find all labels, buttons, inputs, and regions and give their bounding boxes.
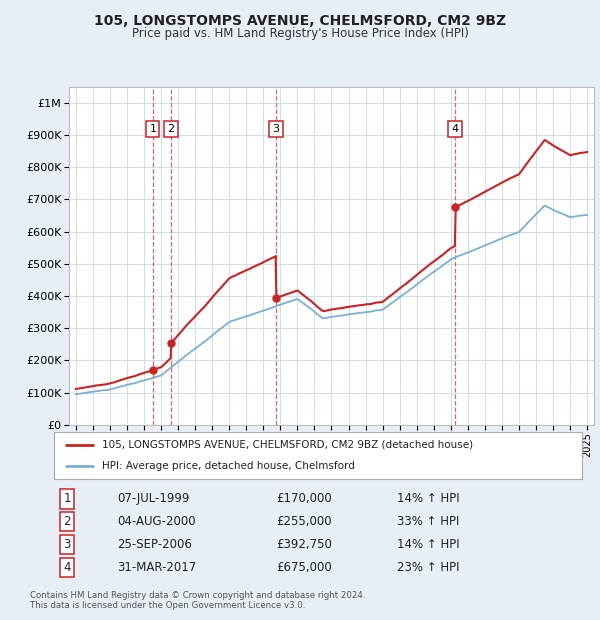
Text: 4: 4 bbox=[64, 561, 71, 574]
Text: £170,000: £170,000 bbox=[276, 492, 332, 505]
Text: 14% ↑ HPI: 14% ↑ HPI bbox=[397, 492, 460, 505]
Text: This data is licensed under the Open Government Licence v3.0.: This data is licensed under the Open Gov… bbox=[30, 601, 305, 611]
Text: 3: 3 bbox=[272, 123, 280, 134]
Text: £255,000: £255,000 bbox=[276, 515, 331, 528]
Text: 14% ↑ HPI: 14% ↑ HPI bbox=[397, 538, 460, 551]
Text: 1: 1 bbox=[149, 123, 157, 134]
Text: Contains HM Land Registry data © Crown copyright and database right 2024.: Contains HM Land Registry data © Crown c… bbox=[30, 591, 365, 601]
Text: 2: 2 bbox=[64, 515, 71, 528]
Text: HPI: Average price, detached house, Chelmsford: HPI: Average price, detached house, Chel… bbox=[101, 461, 355, 471]
Text: 25-SEP-2006: 25-SEP-2006 bbox=[118, 538, 192, 551]
Text: 105, LONGSTOMPS AVENUE, CHELMSFORD, CM2 9BZ (detached house): 105, LONGSTOMPS AVENUE, CHELMSFORD, CM2 … bbox=[101, 440, 473, 450]
Text: 31-MAR-2017: 31-MAR-2017 bbox=[118, 561, 197, 574]
Text: 105, LONGSTOMPS AVENUE, CHELMSFORD, CM2 9BZ: 105, LONGSTOMPS AVENUE, CHELMSFORD, CM2 … bbox=[94, 14, 506, 28]
Text: 04-AUG-2000: 04-AUG-2000 bbox=[118, 515, 196, 528]
Text: 07-JUL-1999: 07-JUL-1999 bbox=[118, 492, 190, 505]
Text: 1: 1 bbox=[64, 492, 71, 505]
Text: 4: 4 bbox=[452, 123, 458, 134]
Text: 3: 3 bbox=[64, 538, 71, 551]
Text: 23% ↑ HPI: 23% ↑ HPI bbox=[397, 561, 460, 574]
Text: 2: 2 bbox=[167, 123, 175, 134]
Text: 33% ↑ HPI: 33% ↑ HPI bbox=[397, 515, 460, 528]
Text: £392,750: £392,750 bbox=[276, 538, 332, 551]
Text: Price paid vs. HM Land Registry's House Price Index (HPI): Price paid vs. HM Land Registry's House … bbox=[131, 27, 469, 40]
Text: £675,000: £675,000 bbox=[276, 561, 332, 574]
